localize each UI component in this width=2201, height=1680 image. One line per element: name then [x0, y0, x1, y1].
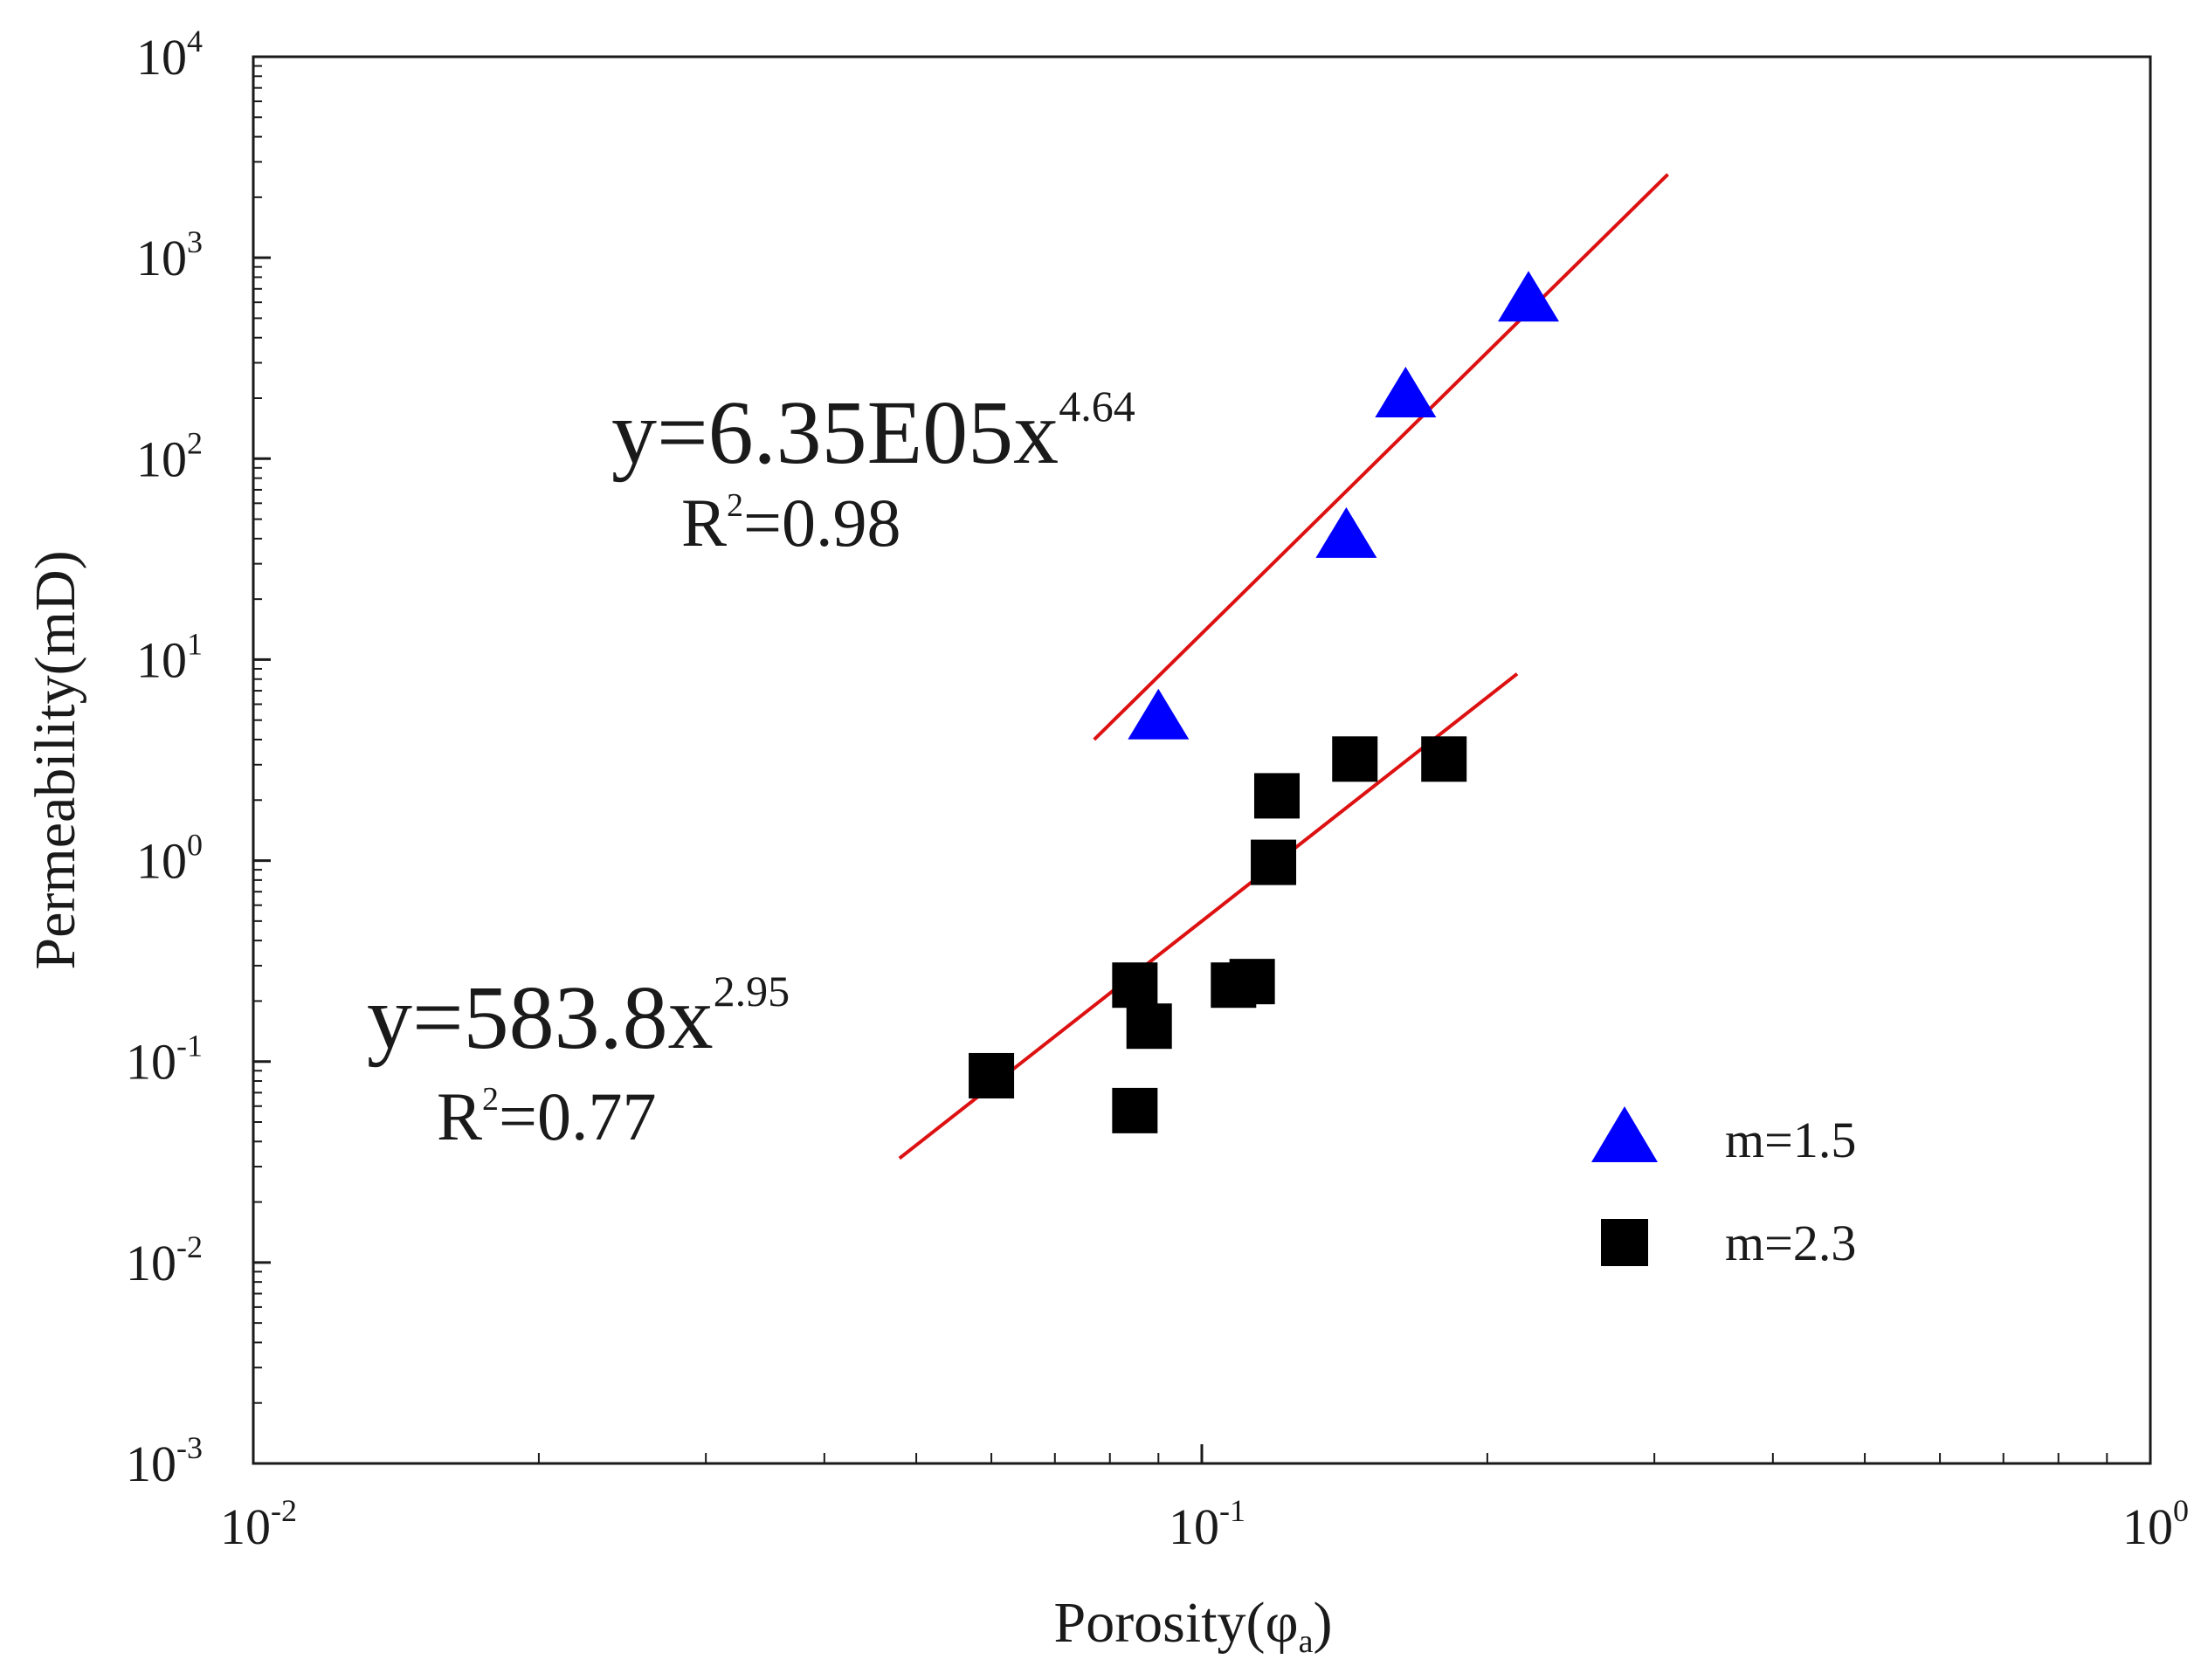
y-tick-label: 103	[136, 224, 203, 286]
axes: 10-3 10-2 10-1 100 101 102 103 104 10-2 10-1 100 Po…	[24, 24, 2189, 1660]
y-axis-title: Permeability(mD)	[24, 550, 87, 969]
fit-line	[1093, 173, 1670, 741]
x-tick-label: 10-1	[1169, 1493, 1245, 1555]
y-tick-label: 101	[136, 626, 203, 688]
square-marker	[1229, 959, 1275, 1005]
y-tick-label: 104	[136, 24, 203, 86]
plot-frame	[252, 55, 2152, 1465]
triangle-marker	[1498, 271, 1560, 322]
data-points	[969, 271, 1560, 1133]
r-squared-upper: R2=0.98	[681, 485, 901, 561]
square-marker	[1421, 736, 1467, 782]
legend-label: m=1.5	[1725, 1112, 1856, 1168]
fit-equation-upper: y=6.35E05x4.64	[611, 382, 1135, 483]
square-marker	[1112, 1087, 1158, 1133]
fit-equation-lower: y=583.8x2.95	[367, 967, 790, 1068]
r-squared-lower: R2=0.77	[437, 1078, 657, 1154]
y-tick-label: 10-1	[126, 1029, 203, 1091]
square-marker	[1112, 962, 1158, 1009]
square-marker	[969, 1052, 1015, 1098]
square-marker	[1126, 1003, 1172, 1050]
triangle-marker	[1128, 688, 1190, 740]
x-tick-label: 10-2	[220, 1493, 297, 1555]
legend-square-marker	[1601, 1219, 1648, 1266]
y-tick-label: 10-3	[126, 1430, 203, 1492]
square-marker	[1332, 736, 1378, 782]
y-tick-label: 100	[136, 828, 203, 890]
triangle-marker	[1315, 506, 1377, 558]
triangle-marker	[1375, 367, 1437, 418]
legend-triangle-marker	[1591, 1106, 1658, 1162]
square-marker	[1251, 839, 1297, 885]
y-tick-label: 102	[136, 425, 203, 487]
x-tick-label: 100	[2122, 1493, 2189, 1555]
fit-lines	[898, 173, 1670, 1160]
legend-label: m=2.3	[1725, 1215, 1856, 1271]
square-marker	[1253, 773, 1300, 819]
x-axis-title: Porosity(φa)	[1054, 1591, 1333, 1660]
legend: m=1.5 m=2.3	[1591, 1106, 1856, 1271]
y-tick-label: 10-2	[126, 1229, 203, 1291]
